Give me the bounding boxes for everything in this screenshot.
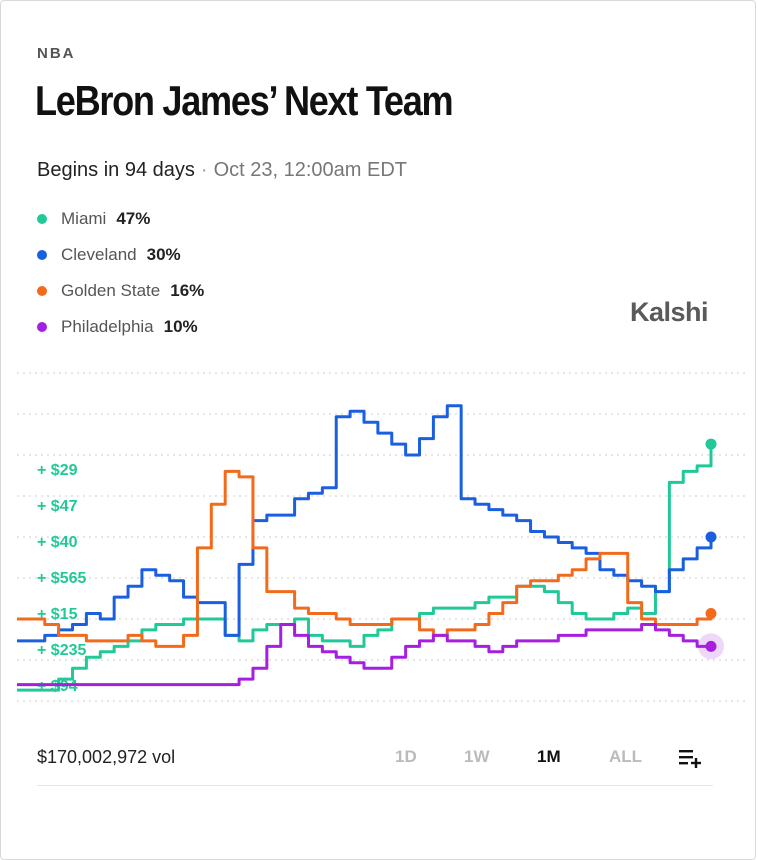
league-label[interactable]: NBA <box>37 45 76 62</box>
range-1m-button[interactable]: 1M <box>537 747 561 766</box>
page-title: LeBron James’ Next Team <box>35 77 454 124</box>
series-endpoints <box>698 438 724 660</box>
legend-item-miami: Miami 47% <box>37 201 204 237</box>
trade-label: + $29 <box>37 462 78 479</box>
legend-dot-icon <box>37 322 47 332</box>
legend-percent: 10% <box>163 317 198 336</box>
chart-footer: $170,002,972 vol 1D 1W 1M ALL <box>37 741 713 786</box>
range-1w-button[interactable]: 1W <box>464 747 490 766</box>
legend-name: Philadelphia <box>61 317 154 336</box>
trade-label: + $15 <box>37 606 78 623</box>
legend-dot-icon <box>37 250 47 260</box>
separator-dot: · <box>200 159 208 181</box>
series-line-philadelphia <box>17 622 711 687</box>
legend-name: Cleveland <box>61 245 137 264</box>
series-endpoint-philadelphia <box>705 640 717 652</box>
chart-legend: Miami 47% Cleveland 30% Golden State 16%… <box>37 201 204 345</box>
trade-label: + $565 <box>37 570 86 587</box>
trade-label: + $235 <box>37 642 86 659</box>
series-endpoint-miami <box>705 438 717 450</box>
begins-text: Begins in 94 days <box>37 159 195 181</box>
brand-logo: Kalshi <box>630 297 709 327</box>
legend-percent: 30% <box>146 245 181 264</box>
range-1d-button[interactable]: 1D <box>395 747 417 766</box>
chart-gridlines <box>17 372 745 702</box>
price-chart[interactable]: + $29+ $47+ $40+ $565+ $15+ $235+ $94 <box>1 361 758 711</box>
range-all-button[interactable]: ALL <box>609 747 643 766</box>
legend-name: Golden State <box>61 281 161 300</box>
trade-label: + $40 <box>37 534 78 551</box>
volume-label: $170,002,972 vol <box>37 747 176 767</box>
trade-labels: + $29+ $47+ $40+ $565+ $15+ $235+ $94 <box>37 462 86 695</box>
series-endpoint-cleveland <box>705 531 717 543</box>
legend-name: Miami <box>61 209 107 228</box>
trade-label: + $47 <box>37 498 78 515</box>
series-endpoint-golden-state <box>705 608 717 620</box>
legend-item-cleveland: Cleveland 30% <box>37 237 204 273</box>
series-line-golden-state <box>17 469 713 648</box>
series-lines <box>17 404 713 692</box>
legend-item-philadelphia: Philadelphia 10% <box>37 309 204 345</box>
start-info: Begins in 94 days · Oct 23, 12:00am EDT <box>37 159 407 182</box>
series-line-cleveland <box>17 404 713 643</box>
legend-percent: 16% <box>170 281 205 300</box>
legend-item-golden-state: Golden State 16% <box>37 273 204 309</box>
series-line-miami <box>17 444 713 692</box>
add-to-list-icon[interactable] <box>677 745 705 769</box>
start-date: Oct 23, 12:00am EDT <box>213 159 407 181</box>
legend-dot-icon <box>37 286 47 296</box>
legend-percent: 47% <box>116 209 151 228</box>
legend-dot-icon <box>37 214 47 224</box>
